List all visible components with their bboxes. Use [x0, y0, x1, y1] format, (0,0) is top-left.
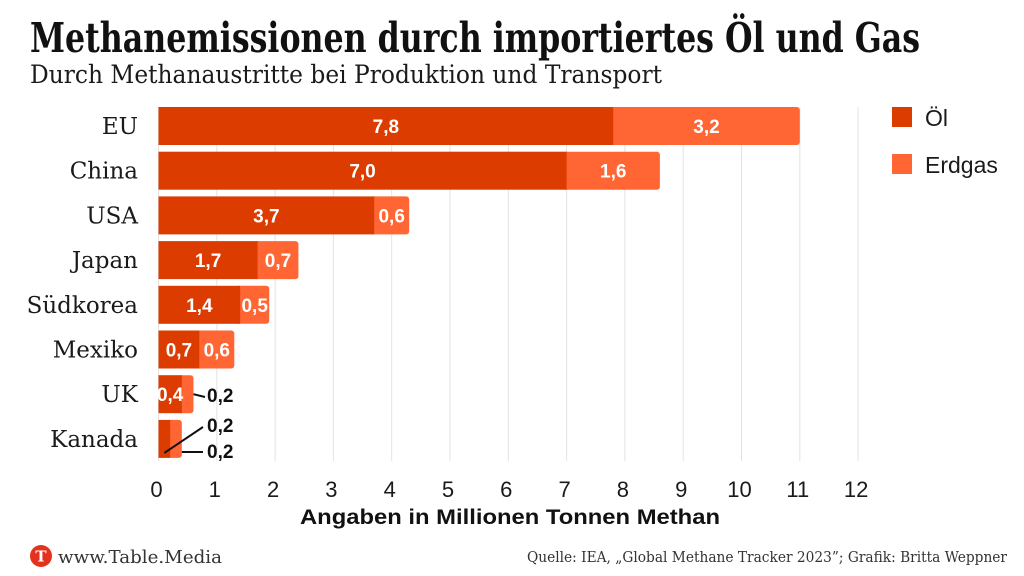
- x-tick-label-6: 6: [500, 477, 512, 502]
- callout-line-kanada-ol: [163, 426, 204, 454]
- logo-letter: T: [35, 548, 47, 566]
- chart-title: Methanemissionen durch importiertes Öl u…: [30, 13, 920, 62]
- bar-row-mexiko: [158, 330, 235, 369]
- category-label-kanada: Kanada: [50, 427, 138, 453]
- bar-eu-erdgas[interactable]: [609, 107, 800, 145]
- bar-kanada-ol[interactable]: [158, 419, 171, 458]
- category-labels: EU China USA Japan Südkorea Mexiko UK Kanada: [27, 114, 139, 453]
- callout-label-kanada-erdgas: 0,2: [207, 442, 233, 463]
- legend-item-oel[interactable]: Öl: [892, 105, 948, 131]
- site-link[interactable]: www.Table.Media: [58, 547, 222, 568]
- source-credit: Quelle: IEA, „Global Methane Tracker 202…: [527, 548, 1008, 566]
- legend-item-erdgas[interactable]: Erdgas: [892, 152, 998, 178]
- x-tick-labels: 0 1 2 3 4 5 6 7 8 9 10 11 12: [150, 477, 868, 502]
- category-label-mexiko: Mexiko: [53, 338, 138, 364]
- bar-row-sudkorea: [158, 285, 270, 324]
- callouts: 0,2 0,2 0,2: [163, 386, 233, 463]
- bar-row-kanada: [158, 419, 182, 458]
- bar-china-erdgas[interactable]: [562, 151, 660, 190]
- category-label-eu: EU: [102, 114, 138, 140]
- x-tick-label-7: 7: [558, 477, 570, 502]
- legend-swatch-oel: [892, 107, 912, 127]
- x-tick-label-3: 3: [325, 477, 337, 502]
- x-tick-label-4: 4: [384, 477, 396, 502]
- data-label-japan-ol: 1,7: [195, 251, 221, 272]
- bar-row-uk: [158, 375, 194, 414]
- legend-label-oel: Öl: [925, 105, 948, 131]
- data-label-uk-ol: 0,4: [157, 385, 184, 406]
- x-tick-label-11: 11: [786, 477, 809, 502]
- bar-labels: 7,8 3,2 7,0 1,6 3,7 0,6 1,7 0,7 1,4 0,5 0,7 0,6 0,4: [157, 117, 720, 406]
- callout-label-uk-erdgas: 0,2: [207, 386, 233, 407]
- legend-swatch-erdgas: [892, 154, 912, 174]
- x-axis-title: Angaben in Millionen Tonnen Methan: [300, 506, 720, 529]
- bars: [158, 107, 800, 458]
- category-label-china: China: [70, 159, 139, 185]
- x-tick-label-0: 0: [150, 477, 162, 502]
- data-label-japan-erdgas: 0,7: [265, 251, 291, 272]
- x-tick-label-5: 5: [442, 477, 454, 502]
- data-label-china-ol: 7,0: [349, 162, 375, 183]
- logo-circle-icon: [30, 545, 52, 567]
- data-label-sudkorea-erdgas: 0,5: [241, 296, 268, 317]
- bar-japan-ol[interactable]: [158, 241, 258, 280]
- bar-sudkorea-erdgas[interactable]: [236, 285, 270, 324]
- data-label-usa-ol: 3,7: [253, 206, 279, 227]
- bar-usa-ol[interactable]: [158, 196, 375, 235]
- x-tick-label-12: 12: [844, 477, 868, 502]
- category-label-uk: UK: [101, 382, 138, 408]
- bar-row-usa: [158, 196, 410, 235]
- x-tick-label-10: 10: [727, 477, 751, 502]
- bar-mexiko-ol[interactable]: [158, 330, 200, 369]
- bar-row-eu: [158, 107, 800, 145]
- bar-eu-ol[interactable]: [158, 107, 614, 145]
- data-label-usa-erdgas: 0,6: [378, 206, 404, 227]
- callout-line-uk-erdgas: [193, 393, 206, 398]
- bar-japan-erdgas[interactable]: [253, 241, 299, 280]
- brand-logo[interactable]: T: [30, 545, 52, 567]
- legend: Öl Erdgas: [892, 105, 998, 178]
- data-label-sudkorea-ol: 1,4: [186, 296, 213, 317]
- category-label-sudkorea: Südkorea: [27, 293, 139, 319]
- legend-label-erdgas: Erdgas: [925, 152, 998, 178]
- bar-row-japan: [158, 241, 299, 280]
- bar-sudkorea-ol[interactable]: [158, 285, 241, 324]
- x-tick-label-2: 2: [267, 477, 279, 502]
- data-label-mexiko-ol: 0,7: [166, 341, 192, 362]
- data-label-eu-ol: 7,8: [373, 117, 399, 138]
- data-label-eu-erdgas: 3,2: [693, 117, 719, 138]
- bar-mexiko-erdgas[interactable]: [195, 330, 235, 369]
- bar-usa-erdgas[interactable]: [370, 196, 410, 235]
- bar-row-china: [158, 151, 660, 190]
- category-label-usa: USA: [86, 203, 138, 229]
- footer: T www.Table.Media Quelle: IEA, „Global M…: [30, 545, 1008, 568]
- x-tick-label-1: 1: [209, 477, 221, 502]
- data-label-china-erdgas: 1,6: [600, 162, 626, 183]
- x-tick-label-8: 8: [617, 477, 629, 502]
- data-label-mexiko-erdgas: 0,6: [204, 341, 230, 362]
- callout-label-kanada-ol: 0,2: [207, 416, 233, 437]
- chart-subtitle: Durch Methanaustritte bei Produktion und…: [30, 60, 662, 89]
- category-label-japan: Japan: [70, 248, 138, 274]
- bar-uk-ol[interactable]: [158, 375, 182, 414]
- x-tick-label-9: 9: [675, 477, 687, 502]
- bar-china-ol[interactable]: [158, 151, 567, 190]
